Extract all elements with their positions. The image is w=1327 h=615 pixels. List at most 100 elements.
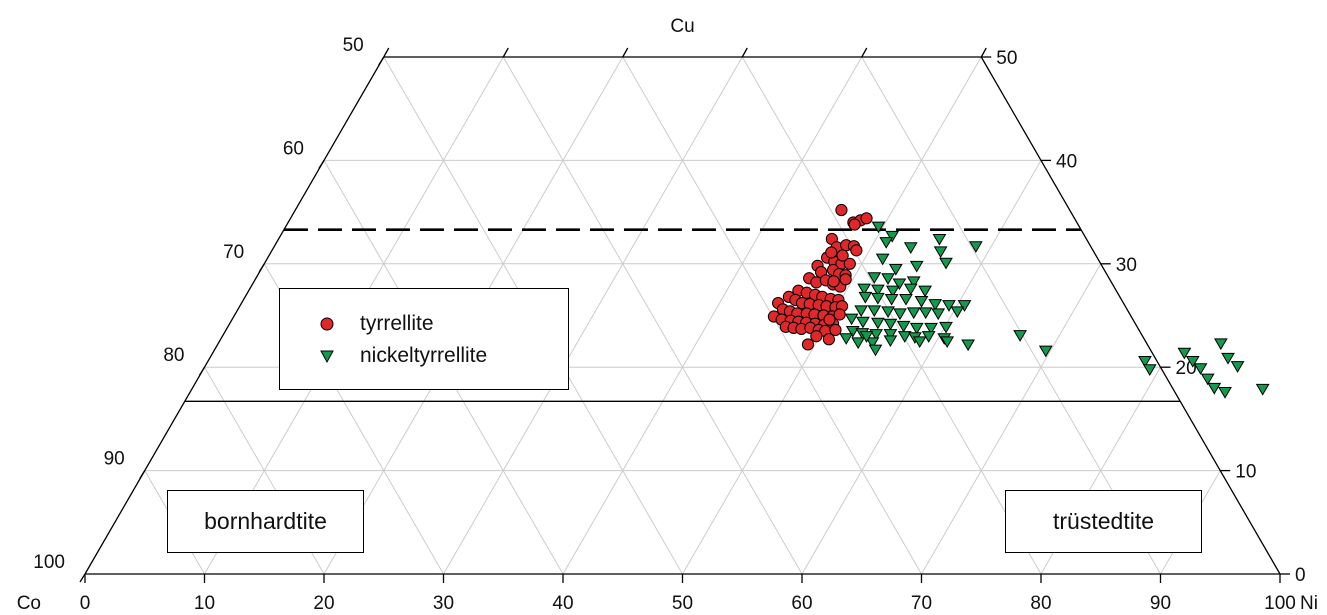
point-tyrrellite-63: [822, 333, 835, 346]
tick-label-ni-50: 50: [672, 593, 693, 614]
point-nickeltyrrellite-59: [940, 336, 955, 349]
tick-co-60: [318, 160, 325, 169]
tick-label-cu-50: 50: [996, 48, 1017, 69]
point-tyrrellite-64: [801, 338, 815, 351]
legend-label-nickeltyrrellite: nickeltyrrellite: [360, 344, 488, 367]
tick-label-ni-40: 40: [552, 593, 573, 614]
point-nickeltyrrellite-56: [859, 331, 874, 343]
tick-label-ni-0: 0: [80, 593, 91, 614]
point-nickeltyrrellite-22: [884, 293, 899, 306]
point-nickeltyrrellite-29: [867, 305, 882, 318]
grid-line-co-40: [502, 56, 803, 575]
point-tyrrellite-9: [850, 244, 863, 257]
point-nickeltyrrellite-12: [881, 273, 895, 285]
tick-label-ni-90: 90: [1150, 593, 1171, 614]
tick-co-100: [79, 573, 86, 583]
point-nickeltyrrellite-21: [871, 292, 885, 305]
point-nickeltyrrellite-41: [909, 322, 924, 335]
point-tyrrellite-13: [843, 257, 856, 270]
point-nickeltyrrellite-63: [1138, 355, 1152, 368]
axis-label-cu: Cu: [670, 16, 694, 37]
point-nickeltyrrellite-67: [1193, 363, 1208, 375]
point-nickeltyrrellite-44: [845, 326, 860, 338]
point-nickeltyrrellite-4: [879, 237, 894, 249]
point-nickeltyrrellite-19: [918, 285, 932, 298]
point-nickeltyrrellite-48: [897, 331, 912, 343]
triangle-axes: [84, 56, 1281, 575]
grid-line-co-10: [861, 56, 1161, 575]
point-nickeltyrrellite-66: [1185, 355, 1200, 368]
point-nickeltyrrellite-3: [968, 241, 983, 253]
point-nickeltyrrellite-46: [869, 329, 883, 341]
point-nickeltyrrellite-38: [871, 317, 885, 330]
point-nickeltyrrellite-53: [865, 337, 880, 350]
point-nickeltyrrellite-73: [1218, 387, 1232, 399]
grid-line-ni-70: [921, 263, 1102, 575]
tick-co-70: [258, 263, 265, 273]
axis-label-ni: Ni: [1300, 593, 1318, 614]
grid-line-ni-30: [443, 56, 743, 575]
tick-label-ni-10: 10: [194, 593, 215, 614]
tick-label-co-70: 70: [223, 242, 244, 263]
tick-top-0: [383, 47, 390, 58]
point-nickeltyrrellite-17: [885, 285, 900, 298]
point-nickeltyrrellite-54: [868, 344, 883, 357]
point-nickeltyrrellite-70: [1230, 361, 1245, 373]
reference-lines: [184, 228, 1181, 402]
tick-label-cu-10: 10: [1235, 462, 1256, 483]
tick-top-20: [622, 47, 629, 58]
point-nickeltyrrellite-23: [899, 293, 913, 306]
field-label-trustedtite: trüstedtite: [1005, 490, 1202, 553]
point-tyrrellite-68: [825, 246, 838, 259]
point-nickeltyrrellite-57: [883, 335, 898, 348]
point-nickeltyrrellite-30: [881, 306, 895, 319]
tick-label-cu-0: 0: [1295, 565, 1306, 586]
point-nickeltyrrellite-34: [931, 308, 946, 321]
tick-label-cu-40: 40: [1056, 151, 1077, 172]
tick-label-co-100: 100: [33, 552, 65, 573]
point-nickeltyrrellite-7: [875, 253, 890, 266]
tick-label-co-80: 80: [163, 345, 184, 366]
point-nickeltyrrellite-10: [939, 257, 953, 270]
point-nickeltyrrellite-26: [942, 300, 956, 312]
point-nickeltyrrellite-25: [928, 299, 943, 311]
point-tyrrellite-61: [829, 323, 842, 337]
point-nickeltyrrellite-72: [1207, 382, 1222, 395]
point-tyrrellite-62: [810, 330, 823, 343]
point-nickeltyrrellite-28: [854, 305, 869, 318]
tick-label-co-60: 60: [283, 138, 304, 159]
point-nickeltyrrellite-5: [903, 242, 918, 254]
point-nickeltyrrellite-36: [844, 313, 859, 326]
point-nickeltyrrellite-6: [933, 246, 948, 259]
triangle-down-marker-icon: [320, 350, 334, 364]
point-tyrrellite-4: [848, 218, 861, 231]
point-tyrrellite-65: [827, 275, 840, 288]
point-nickeltyrrellite-0: [871, 221, 886, 234]
point-nickeltyrrellite-64: [1142, 364, 1157, 376]
point-nickeltyrrellite-1: [885, 230, 900, 243]
point-tyrrellite-69: [823, 313, 836, 326]
point-nickeltyrrellite-14: [906, 276, 921, 289]
point-nickeltyrrellite-60: [961, 339, 975, 352]
point-nickeltyrrellite-58: [912, 336, 927, 349]
point-nickeltyrrellite-32: [906, 307, 921, 320]
tick-top-10: [502, 47, 509, 58]
point-tyrrellite-3: [860, 212, 873, 225]
tick-label-co-90: 90: [104, 449, 125, 470]
point-nickeltyrrellite-13: [892, 278, 907, 291]
grid-line-ni-40: [562, 56, 863, 575]
point-tyrrellite-66: [839, 273, 852, 286]
point-nickeltyrrellite-47: [883, 329, 898, 341]
point-nickeltyrrellite-20: [858, 291, 873, 304]
point-nickeltyrrellite-68: [1221, 352, 1235, 365]
point-nickeltyrrellite-16: [871, 284, 885, 297]
point-nickeltyrrellite-27: [957, 300, 972, 312]
tick-top-50: [980, 47, 987, 58]
legend: tyrrellite nickeltyrrellite: [279, 288, 569, 390]
tick-top-40: [861, 47, 868, 58]
point-nickeltyrrellite-71: [1200, 373, 1215, 386]
point-nickeltyrrellite-55: [839, 333, 854, 345]
point-nickeltyrrellite-52: [851, 337, 866, 350]
tick-co-50: [378, 56, 385, 66]
